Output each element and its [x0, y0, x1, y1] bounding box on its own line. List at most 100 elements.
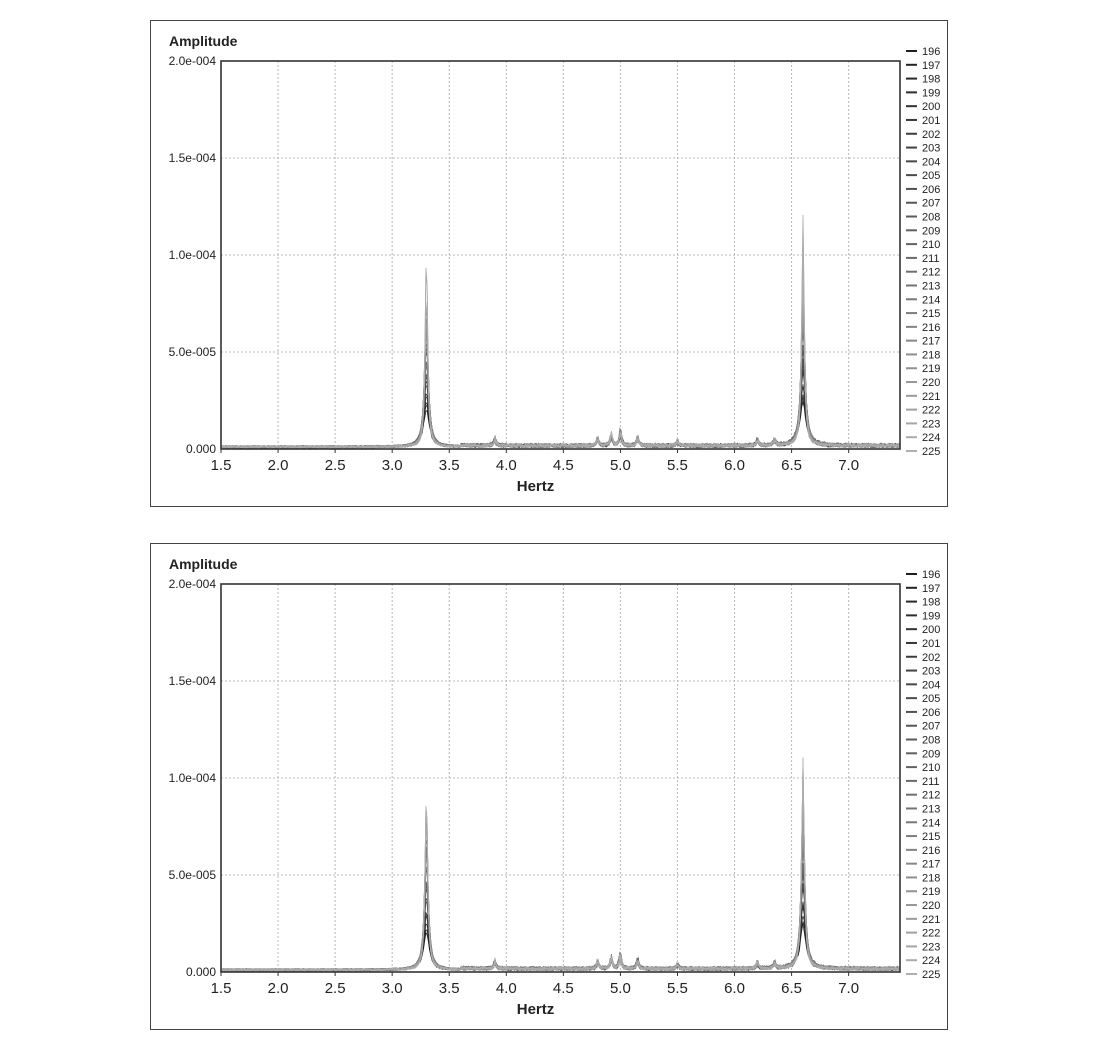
legend-entry: 207: [922, 721, 940, 733]
legend-entry: 223: [922, 418, 940, 430]
legend-entry: 197: [922, 583, 940, 595]
grid-top: [221, 61, 900, 449]
legend-entry: 212: [922, 790, 940, 802]
x-axis-label: Hertz: [517, 1001, 555, 1018]
legend-entry: 218: [922, 872, 940, 884]
legend-entry: 214: [922, 817, 940, 829]
legend-entry: 201: [922, 638, 940, 650]
legend-entry: 206: [922, 184, 940, 196]
x-tick-labels-bottom: 1.5 2.0 2.5 3.0 3.5 4.0 4.5 5.0 5.5 6.0 6.5 7.0: [211, 972, 859, 997]
y-tick-label: 2.0e-004: [169, 54, 217, 68]
x-tick-label: 4.0: [496, 980, 517, 997]
y-tick-label: 2.0e-004: [169, 577, 217, 591]
legend-entry: 224: [922, 432, 940, 444]
x-tick-label: 3.0: [382, 457, 403, 474]
y-tick-labels-bottom: 0.000 5.0e-005 1.0e-004 1.5e-004 2.0e-004: [169, 577, 217, 979]
legend-entry: 216: [922, 845, 940, 857]
legend-entry: 217: [922, 336, 940, 348]
x-tick-labels-top: 1.5 2.0 2.5 3.0 3.5 4.0 4.5 5.0 5.5 6.0 6.5 7.0: [211, 449, 859, 474]
x-tick-label: 2.5: [325, 980, 346, 997]
legend-entry: 225: [922, 969, 940, 981]
legend-entry: 198: [922, 74, 940, 86]
x-tick-label: 6.0: [724, 457, 745, 474]
series-225-line: [221, 757, 900, 972]
legend-entry: 209: [922, 225, 940, 237]
legend-entry: 207: [922, 198, 940, 210]
spectrum-traces-bottom: [221, 757, 900, 972]
legend-entry: 209: [922, 748, 940, 760]
x-tick-label: 5.5: [667, 457, 688, 474]
series-202-line: [221, 364, 900, 449]
legend-entry: 216: [922, 322, 940, 334]
y-axis-label: Amplitude: [169, 33, 238, 49]
y-tick-label: 5.0e-005: [169, 345, 217, 359]
spectrum-chart-bottom: 1.5 2.0 2.5 3.0 3.5 4.0 4.5 5.0 5.5 6.0 6.5 7.0 0.00…: [150, 543, 948, 1030]
x-tick-label: 5.5: [667, 980, 688, 997]
series-209-line: [221, 346, 900, 449]
legend-entry: 202: [922, 129, 940, 141]
plot-frame-top: [220, 60, 901, 450]
legend-entry: 205: [922, 170, 940, 182]
x-tick-label: 5.0: [610, 980, 631, 997]
chart-svg-top: 1.5 2.0 2.5 3.0 3.5 4.0 4.5 5.0 5.5 6.0 6.5 7.0 0.00…: [169, 33, 941, 495]
series-204-line: [221, 358, 900, 449]
legend-entry: 214: [922, 294, 940, 306]
x-axis-label: Hertz: [517, 478, 555, 495]
x-tick-label: 3.5: [439, 457, 460, 474]
y-axis-label: Amplitude: [169, 556, 238, 572]
legend-entry: 221: [922, 914, 940, 926]
x-tick-label: 6.0: [724, 980, 745, 997]
x-tick-label: 6.5: [781, 457, 802, 474]
grid-bottom: [221, 584, 900, 972]
spectrum-traces-top: [221, 214, 900, 449]
legend-entry: 225: [922, 446, 940, 458]
legend-entry: 212: [922, 267, 940, 279]
legend-entry: 202: [922, 652, 940, 664]
legend-entry: 205: [922, 693, 940, 705]
series-206-line: [221, 358, 900, 449]
x-tick-label: 3.5: [439, 980, 460, 997]
legend-bottom: 1961971981992002012022032042052062072082…: [906, 569, 940, 981]
y-tick-label: 0.000: [186, 965, 216, 979]
legend-entry: 215: [922, 831, 940, 843]
legend-entry: 222: [922, 928, 940, 940]
legend-entry: 201: [922, 115, 940, 127]
x-tick-label: 4.0: [496, 457, 517, 474]
x-tick-label: 1.5: [211, 980, 232, 997]
spectrum-chart-top: 1.5 2.0 2.5 3.0 3.5 4.0 4.5 5.0 5.5 6.0 6.5 7.0 0.00…: [150, 20, 948, 507]
series-205-line: [221, 344, 900, 449]
legend-entry: 198: [922, 597, 940, 609]
x-tick-label: 4.5: [553, 980, 574, 997]
legend-entry: 219: [922, 886, 940, 898]
legend-entry: 199: [922, 87, 940, 99]
y-tick-label: 1.5e-004: [169, 674, 217, 688]
series-203-line: [221, 370, 900, 449]
x-tick-label: 5.0: [610, 457, 631, 474]
legend-entry: 200: [922, 624, 940, 636]
legend-entry: 213: [922, 280, 940, 292]
legend-entry: 210: [922, 762, 940, 774]
legend-entry: 204: [922, 679, 940, 691]
x-tick-label: 7.0: [838, 457, 859, 474]
x-tick-label: 2.5: [325, 457, 346, 474]
y-tick-labels-top: 0.000 5.0e-005 1.0e-004 1.5e-004 2.0e-004: [169, 54, 217, 456]
legend-entry: 203: [922, 666, 940, 678]
legend-entry: 203: [922, 143, 940, 155]
legend-entry: 220: [922, 377, 940, 389]
legend-entry: 208: [922, 735, 940, 747]
legend-entry: 211: [922, 253, 940, 265]
legend-entry: 222: [922, 405, 940, 417]
legend-entry: 218: [922, 349, 940, 361]
y-tick-label: 1.0e-004: [169, 771, 217, 785]
legend-entry: 200: [922, 101, 940, 113]
series-201-line: [221, 369, 900, 449]
x-tick-label: 6.5: [781, 980, 802, 997]
legend-entry: 223: [922, 941, 940, 953]
series-225-line: [221, 256, 900, 449]
x-tick-label: 3.0: [382, 980, 403, 997]
chart-svg-bottom: 1.5 2.0 2.5 3.0 3.5 4.0 4.5 5.0 5.5 6.0 6.5 7.0 0.00…: [169, 556, 941, 1018]
y-tick-label: 1.0e-004: [169, 248, 217, 262]
x-tick-label: 2.0: [268, 457, 289, 474]
legend-entry: 217: [922, 859, 940, 871]
legend-entry: 224: [922, 955, 940, 967]
